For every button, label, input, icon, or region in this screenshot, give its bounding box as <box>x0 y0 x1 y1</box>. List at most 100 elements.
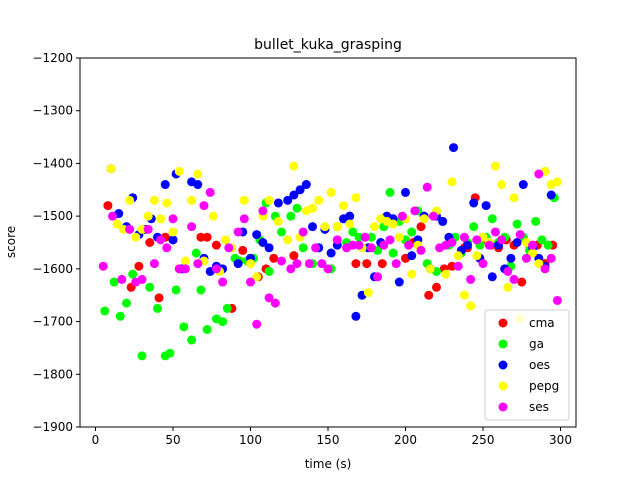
point-ses <box>252 319 262 329</box>
point-ses <box>515 230 525 240</box>
point-ses <box>404 240 414 250</box>
point-oes <box>469 198 479 208</box>
point-ga <box>388 248 398 258</box>
point-ses <box>311 243 321 253</box>
point-pepg <box>187 195 197 205</box>
point-oes <box>345 211 355 221</box>
point-oes <box>301 180 311 190</box>
point-pepg <box>419 214 429 224</box>
point-pepg <box>143 211 153 221</box>
point-pepg <box>106 164 116 174</box>
point-pepg <box>459 290 469 300</box>
point-ses <box>239 214 249 224</box>
point-ses <box>246 277 255 287</box>
point-cma <box>103 201 113 211</box>
point-ga <box>354 232 364 242</box>
point-cma <box>134 261 144 271</box>
point-ses <box>540 264 550 274</box>
point-ses <box>304 259 314 269</box>
point-pepg <box>137 224 147 234</box>
point-ses <box>270 298 280 308</box>
point-ses <box>472 235 482 245</box>
point-ses <box>416 245 426 255</box>
point-pepg <box>509 193 519 203</box>
y-axis-label: score <box>4 226 18 258</box>
point-ga <box>187 335 197 345</box>
point-ses <box>354 240 364 250</box>
point-oes <box>449 143 459 153</box>
legend: cma ga oes pepg ses <box>484 309 570 421</box>
y-tick-label: −1300 <box>32 104 73 118</box>
point-pepg <box>447 177 457 187</box>
x-tick-label: 50 <box>165 433 180 447</box>
point-ses <box>521 253 531 263</box>
point-cma <box>269 253 279 263</box>
point-ses <box>373 272 383 282</box>
legend-label-pepg: pepg <box>529 379 559 393</box>
point-oes <box>546 190 556 200</box>
x-tick-label: 0 <box>92 433 100 447</box>
point-ga <box>179 322 189 332</box>
point-ga <box>202 324 212 334</box>
point-oes <box>407 251 417 261</box>
legend-label-oes: oes <box>529 358 550 372</box>
point-ga <box>196 285 206 295</box>
point-ses <box>546 253 556 263</box>
point-oes <box>481 201 491 211</box>
point-ses <box>428 211 438 221</box>
point-ses <box>264 293 274 303</box>
point-oes <box>233 259 243 269</box>
point-cma <box>211 240 221 250</box>
point-ses <box>466 274 476 284</box>
point-ses <box>292 259 302 269</box>
point-oes <box>512 238 522 247</box>
point-pepg <box>168 227 178 237</box>
point-ga <box>165 348 175 358</box>
point-cma <box>351 259 361 269</box>
point-pepg <box>112 219 122 229</box>
point-ses <box>277 256 286 266</box>
point-ses <box>509 274 519 284</box>
point-ses <box>379 240 389 250</box>
point-ses <box>168 214 178 224</box>
point-pepg <box>528 248 538 258</box>
point-pepg <box>289 161 299 171</box>
point-pepg <box>466 301 476 311</box>
y-tick-label: −1700 <box>32 315 73 329</box>
x-tick-label: 250 <box>472 433 495 447</box>
point-pepg <box>273 216 283 226</box>
point-ses <box>397 211 407 221</box>
point-ses <box>552 295 562 305</box>
point-ga <box>286 211 296 221</box>
point-ses <box>490 227 500 237</box>
point-pepg <box>156 214 166 224</box>
point-cma <box>154 293 164 303</box>
point-ses <box>422 182 432 192</box>
x-tick-label: 100 <box>239 433 262 447</box>
point-pepg <box>246 259 255 269</box>
point-ga <box>218 317 228 327</box>
point-pepg <box>131 232 141 242</box>
point-ses <box>117 274 127 284</box>
point-pepg <box>388 219 398 229</box>
point-cma <box>145 238 155 247</box>
point-cma <box>517 277 527 287</box>
point-ga <box>128 269 138 279</box>
point-ses <box>211 264 221 274</box>
point-ga <box>122 298 131 308</box>
legend-marker-ga <box>498 339 508 349</box>
point-ga <box>366 232 376 242</box>
point-pepg <box>407 269 417 279</box>
point-ga <box>469 222 479 232</box>
point-ses <box>497 235 507 245</box>
point-ga <box>531 216 541 226</box>
point-pepg <box>125 195 135 205</box>
point-oes <box>326 248 336 258</box>
legend-box <box>484 309 570 421</box>
point-pepg <box>503 282 513 292</box>
point-cma <box>202 232 212 242</box>
point-pepg <box>320 222 330 232</box>
y-tick-label: −1400 <box>32 156 73 170</box>
point-cma <box>432 282 441 292</box>
point-oes <box>518 180 528 190</box>
